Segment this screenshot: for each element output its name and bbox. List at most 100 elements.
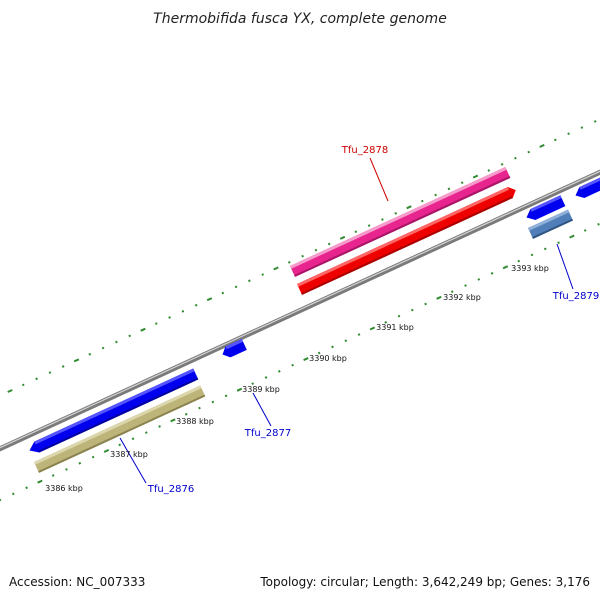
gene-feature-steelblue-2879[interactable] — [528, 209, 573, 239]
minor-tick-mark — [327, 242, 331, 246]
minor-tick-mark — [65, 468, 68, 471]
minor-tick-mark — [61, 365, 65, 368]
minor-tick-mark — [211, 400, 215, 404]
major-tick-mark — [170, 418, 176, 423]
minor-tick-mark — [553, 138, 557, 142]
minor-tick-mark — [48, 371, 52, 374]
gene-feature-blue-2876[interactable] — [27, 368, 199, 456]
minor-tick-mark — [181, 310, 185, 313]
minor-tick-mark — [580, 126, 584, 129]
minor-tick-mark — [487, 169, 491, 172]
minor-tick-mark — [21, 383, 25, 387]
gene-label-tfu-2877[interactable]: Tfu_2877 — [244, 428, 291, 439]
minor-tick-mark — [530, 253, 534, 257]
minor-tick-mark — [287, 261, 291, 264]
major-tick-mark — [37, 479, 43, 484]
minor-tick-mark — [261, 273, 265, 276]
major-tick-mark — [7, 389, 13, 393]
minor-tick-mark — [500, 163, 504, 166]
minor-tick-mark — [597, 222, 600, 226]
minor-tick-mark — [460, 181, 464, 185]
minor-tick-mark — [234, 285, 238, 289]
genes-layer — [27, 166, 600, 473]
minor-tick-mark — [434, 193, 437, 197]
major-tick-mark — [569, 234, 575, 239]
minor-tick-mark — [583, 229, 587, 232]
minor-tick-mark — [477, 278, 481, 281]
topology-text: Topology: circular; Length: 3,642,249 bp… — [259, 575, 590, 589]
minor-tick-mark — [344, 339, 348, 343]
gene-feature-blue-2879a[interactable] — [524, 195, 566, 223]
minor-tick-mark — [277, 370, 281, 373]
minor-tick-mark — [194, 303, 198, 307]
minor-tick-mark — [517, 259, 521, 263]
minor-tick-mark — [101, 346, 105, 350]
major-tick-mark — [140, 327, 146, 332]
tick-label-3389: 3389 kbp — [242, 385, 280, 394]
minor-tick-mark — [357, 333, 361, 336]
minor-tick-mark — [397, 314, 401, 318]
major-tick-mark — [206, 297, 213, 302]
minor-tick-mark — [168, 316, 171, 319]
outer-tick-ring — [0, 222, 600, 502]
gene-label-tfu-2879[interactable]: Tfu_2879 — [552, 291, 599, 302]
gene-feature-blue-2879b[interactable] — [573, 175, 600, 201]
major-tick-mark — [502, 265, 509, 270]
major-tick-mark — [303, 357, 309, 362]
minor-tick-mark — [51, 474, 55, 477]
minor-tick-mark — [464, 284, 467, 287]
minor-tick-mark — [88, 352, 92, 356]
tick-label-3392: 3392 kbp — [443, 293, 481, 302]
minor-tick-mark — [35, 377, 38, 381]
minor-tick-mark — [514, 156, 517, 160]
accession-text: Accession: NC_007333 — [9, 575, 145, 589]
major-tick-mark — [273, 266, 279, 271]
minor-tick-mark — [354, 230, 358, 234]
minor-tick-mark — [314, 248, 318, 252]
minor-tick-mark — [91, 455, 95, 459]
minor-tick-mark — [424, 302, 427, 306]
minor-tick-mark — [291, 363, 294, 367]
minor-tick-mark — [367, 224, 371, 227]
tick-label-3390: 3390 kbp — [309, 354, 347, 363]
gene-label-tfu-2876[interactable]: Tfu_2876 — [147, 484, 194, 495]
minor-tick-mark — [381, 218, 384, 221]
minor-tick-mark — [490, 272, 494, 275]
tick-label-3386: 3386 kbp — [45, 484, 83, 493]
minor-tick-mark — [410, 308, 414, 312]
minor-tick-mark — [557, 241, 560, 245]
minor-tick-mark — [450, 290, 454, 294]
minor-tick-mark — [251, 382, 255, 385]
minor-tick-mark — [527, 150, 531, 154]
minor-tick-mark — [264, 376, 268, 379]
minor-tick-mark — [128, 334, 132, 338]
gene-feature-pink[interactable] — [290, 166, 511, 277]
minor-tick-mark — [0, 498, 2, 502]
minor-tick-mark — [301, 254, 304, 258]
major-tick-mark — [436, 295, 442, 300]
minor-tick-mark — [567, 132, 570, 136]
minor-tick-mark — [78, 461, 82, 465]
major-tick-mark — [103, 448, 110, 453]
minor-tick-mark — [248, 279, 251, 283]
minor-tick-mark — [394, 212, 398, 215]
minor-tick-mark — [144, 431, 148, 434]
tick-labels: 3386 kbp 3387 kbp 3388 kbp 3389 kbp 3390… — [45, 264, 549, 493]
gene-label-tfu-2878[interactable]: Tfu_2878 — [341, 145, 388, 156]
minor-tick-mark — [25, 486, 28, 490]
major-tick-mark — [472, 174, 479, 179]
backbone — [0, 169, 600, 452]
minor-tick-mark — [593, 120, 597, 123]
tick-label-3387: 3387 kbp — [110, 450, 148, 459]
major-tick-mark — [236, 387, 243, 392]
gene-feature-red[interactable] — [297, 185, 518, 295]
minor-tick-mark — [384, 321, 388, 324]
minor-tick-mark — [118, 443, 122, 447]
gene-feature-blue-2877[interactable] — [220, 338, 247, 360]
minor-tick-mark — [420, 199, 424, 203]
inner-tick-ring — [7, 120, 597, 393]
gene-feature-khaki-2876[interactable] — [34, 385, 206, 473]
minor-tick-mark — [198, 406, 201, 410]
minor-tick-mark — [158, 425, 161, 428]
minor-tick-mark — [224, 394, 228, 398]
